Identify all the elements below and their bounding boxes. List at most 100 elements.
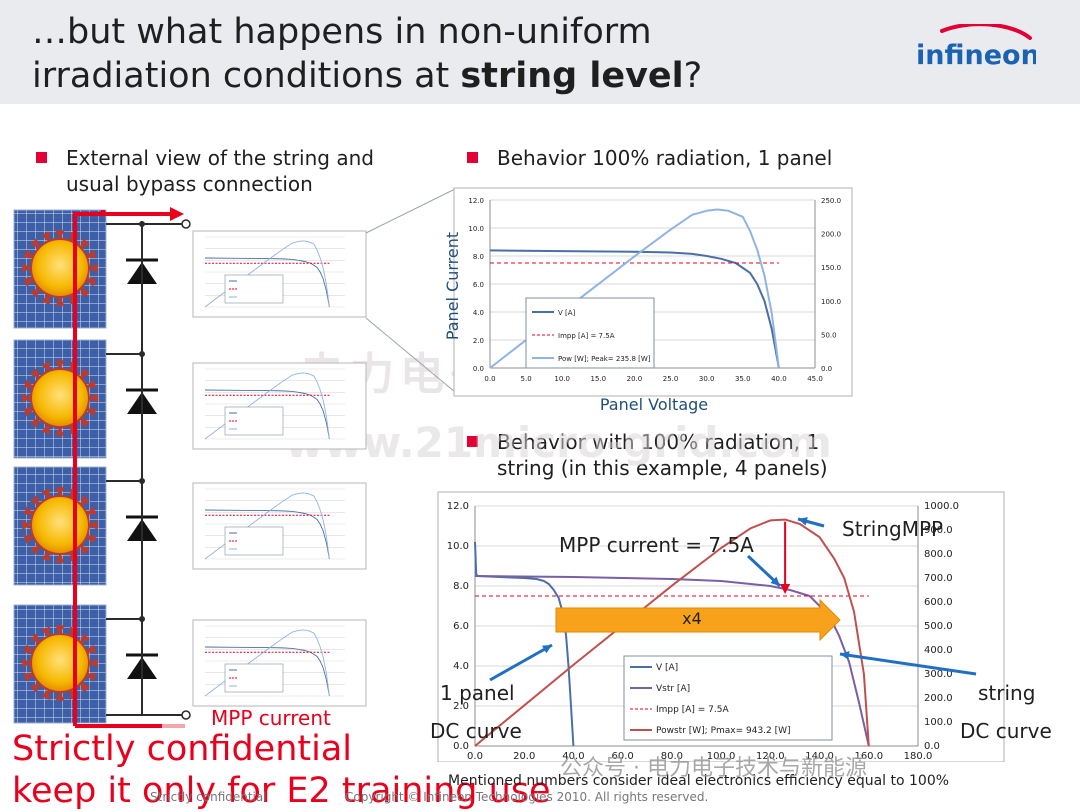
legend-label: V [A] xyxy=(558,309,576,317)
y-tick-label: 8.0 xyxy=(453,581,469,592)
thumbnail-series-line xyxy=(204,509,330,560)
thumbnail-chart xyxy=(192,619,367,707)
x-tick-label: 0.0 xyxy=(467,751,483,762)
series-line xyxy=(474,518,870,747)
legend-label: Powstr [W]; Pmax= 943.2 [W] xyxy=(656,726,791,736)
thumbnail-frame xyxy=(192,230,367,318)
terminal-dot xyxy=(181,219,191,229)
y2-tick-label: 100.0 xyxy=(821,298,841,306)
y-tick-label: 8.0 xyxy=(473,253,484,261)
bullet-text-line: External view of the string and xyxy=(66,146,374,170)
x-tick-label: 160.0 xyxy=(854,751,883,762)
y2-tick-label: 100.0 xyxy=(924,717,953,728)
x-tick-label: 5.0 xyxy=(521,375,532,383)
wiring xyxy=(73,207,191,728)
x-tick-label: 20.0 xyxy=(513,751,535,762)
legend-box xyxy=(623,655,833,741)
y-tick-label: 4.0 xyxy=(453,661,469,672)
bullet-text-line: Behavior with 100% radiation, 1 xyxy=(497,430,820,454)
x-tick-label: 0.0 xyxy=(484,375,495,383)
x-tick-label: 120.0 xyxy=(756,751,785,762)
x-tick-label: 10.0 xyxy=(554,375,570,383)
thumbnail-series-line xyxy=(204,629,330,697)
thumbnail-series-line xyxy=(204,646,330,697)
legend-label: Impp [A] = 7.5A xyxy=(656,705,729,715)
confidential-line-2: keep it only for E2 training use xyxy=(12,771,551,811)
mpp-current-label: MPP current xyxy=(211,706,331,730)
x-tick-label: 15.0 xyxy=(591,375,607,383)
x-tick-label: 25.0 xyxy=(663,375,679,383)
string-mpp-pointer-arrow xyxy=(797,517,825,528)
x-tick-label: 30.0 xyxy=(699,375,715,383)
series-line xyxy=(489,208,780,369)
y2-tick-label: 0.0 xyxy=(821,365,832,373)
x-axis-title: Panel Voltage xyxy=(600,395,708,414)
sun-icon xyxy=(22,487,98,563)
thumbnail-series-line xyxy=(204,492,330,560)
x-tick-label: 20.0 xyxy=(627,375,643,383)
string-chart: 0.0 2.0 4.0 6.0 8.0 10.0 12.0 0.0 100.0 200.0 300.… xyxy=(430,491,1052,762)
logo-text: infineon xyxy=(916,40,1036,71)
legend-box xyxy=(525,297,655,369)
x-tick-label: 80.0 xyxy=(661,751,683,762)
y2-tick-label: 400.0 xyxy=(924,645,953,656)
y-tick-label: 6.0 xyxy=(453,621,469,632)
x-tick-label: 140.0 xyxy=(805,751,834,762)
thumbnail-series-line xyxy=(204,257,330,308)
bullet-panel-behavior: Behavior 100% radiation, 1 panel xyxy=(467,145,833,171)
y-axis-title: Panel Current xyxy=(443,232,462,340)
y2-tick-label: 200.0 xyxy=(924,693,953,704)
legend-label: Impp [A] = 7.5A xyxy=(558,332,615,340)
y-tick-label: 12.0 xyxy=(447,501,469,512)
y2-tick-label: 500.0 xyxy=(924,621,953,632)
string-schematic xyxy=(13,207,367,728)
bullet-marker xyxy=(467,436,478,447)
string-mpp-annotation: StringMPP xyxy=(842,517,943,541)
y-tick-label: 2.0 xyxy=(473,337,484,345)
sun-icon xyxy=(22,360,98,436)
x-tick-label: 60.0 xyxy=(612,751,634,762)
y2-tick-label: 800.0 xyxy=(924,549,953,560)
infineon-logo: infineon xyxy=(916,24,1036,71)
y2-tick-label: 250.0 xyxy=(821,197,841,205)
page-title: …but what happens in non-uniform irradia… xyxy=(32,10,702,98)
y2-tick-label: 300.0 xyxy=(924,669,953,680)
thumbnail-legend-box xyxy=(224,526,284,556)
one-panel-pointer-arrow xyxy=(489,643,553,682)
thumbnail-frame xyxy=(192,362,367,450)
y-tick-label: 10.0 xyxy=(468,225,484,233)
x-tick-label: 45.0 xyxy=(807,375,823,383)
x-tick-label: 40.0 xyxy=(771,375,787,383)
bullet-text-line: usual bypass connection xyxy=(66,172,313,196)
confidential-line-1: Strictly confidential xyxy=(12,729,353,769)
footer-left: Strictly confidential xyxy=(150,790,267,804)
x-tick-label: 180.0 xyxy=(904,751,933,762)
y-tick-label: 4.0 xyxy=(473,309,484,317)
one-panel-dc-label: DC curve xyxy=(430,719,522,743)
thumbnail-chart xyxy=(192,362,367,450)
title-line-2-pre: irradiation conditions at xyxy=(32,56,461,96)
thumbnail-legend-box xyxy=(224,663,284,693)
y2-tick-label: 50.0 xyxy=(821,331,837,339)
mpp-current-annotation: MPP current = 7.5A xyxy=(559,533,754,557)
wechat-watermark: 公众号 · 电力电子技术与新能源 xyxy=(560,756,867,781)
footer-right: Copyright © Infineon Technologies 2010. … xyxy=(345,790,709,804)
y2-tick-label: 900.0 xyxy=(924,525,953,536)
bullet-text-line: Behavior 100% radiation, 1 panel xyxy=(497,146,833,170)
y2-tick-label: 1000.0 xyxy=(924,501,959,512)
y2-tick-label: 600.0 xyxy=(924,597,953,608)
watermark-url: www.21micro-grid.com xyxy=(285,418,832,467)
bullet-marker xyxy=(467,152,478,163)
solar-panels xyxy=(13,209,107,724)
thumbnail-charts xyxy=(192,230,367,707)
efficiency-note: Mentioned numbers consider ideal electro… xyxy=(448,773,950,789)
y-tick-label: 0.0 xyxy=(453,741,469,752)
y-tick-label: 0.0 xyxy=(473,365,484,373)
title-line-1: …but what happens in non-uniform xyxy=(32,12,652,52)
string-curve-pointer-arrow xyxy=(839,651,977,676)
title-line-2-bold: string level xyxy=(460,56,684,96)
y2-tick-label: 150.0 xyxy=(821,264,841,272)
legend-label: Pow [W]; Peak= 235.8 [W] xyxy=(558,355,651,363)
thumbnail-series-line xyxy=(204,372,330,440)
